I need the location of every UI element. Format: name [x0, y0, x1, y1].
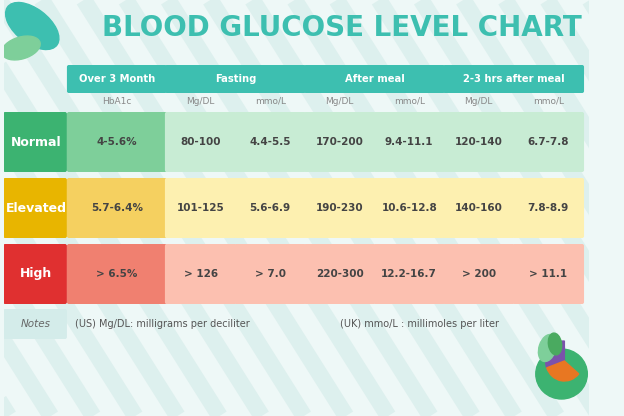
- Wedge shape: [547, 361, 578, 381]
- FancyBboxPatch shape: [235, 244, 306, 304]
- FancyBboxPatch shape: [443, 65, 584, 93]
- FancyBboxPatch shape: [165, 178, 236, 238]
- FancyBboxPatch shape: [513, 244, 584, 304]
- FancyBboxPatch shape: [67, 178, 167, 238]
- Text: Fasting: Fasting: [215, 74, 256, 84]
- Text: 10.6-12.8: 10.6-12.8: [381, 203, 437, 213]
- Text: Normal: Normal: [11, 136, 61, 149]
- Text: > 11.1: > 11.1: [529, 269, 567, 279]
- Text: BLOOD GLUCOSE LEVEL CHART: BLOOD GLUCOSE LEVEL CHART: [102, 14, 582, 42]
- FancyBboxPatch shape: [165, 65, 306, 93]
- FancyBboxPatch shape: [443, 112, 515, 172]
- Ellipse shape: [6, 2, 59, 50]
- FancyBboxPatch shape: [304, 112, 376, 172]
- Ellipse shape: [2, 36, 40, 60]
- FancyBboxPatch shape: [304, 65, 445, 93]
- FancyBboxPatch shape: [67, 112, 167, 172]
- Text: 6.7-7.8: 6.7-7.8: [527, 137, 569, 147]
- FancyBboxPatch shape: [513, 178, 584, 238]
- Text: HbA1c: HbA1c: [102, 97, 132, 106]
- FancyBboxPatch shape: [3, 112, 67, 172]
- Text: Mg/DL: Mg/DL: [326, 97, 354, 106]
- Text: (US) Mg/DL: milligrams per deciliter: (US) Mg/DL: milligrams per deciliter: [76, 319, 250, 329]
- FancyBboxPatch shape: [443, 244, 515, 304]
- Text: 170-200: 170-200: [316, 137, 364, 147]
- Text: Elevated: Elevated: [6, 201, 67, 215]
- Text: 80-100: 80-100: [180, 137, 221, 147]
- FancyBboxPatch shape: [235, 178, 306, 238]
- FancyBboxPatch shape: [165, 112, 236, 172]
- FancyBboxPatch shape: [374, 244, 445, 304]
- Text: High: High: [20, 267, 52, 280]
- FancyBboxPatch shape: [513, 112, 584, 172]
- Text: 7.8-8.9: 7.8-8.9: [528, 203, 569, 213]
- Text: mmo/L: mmo/L: [394, 97, 425, 106]
- Text: > 7.0: > 7.0: [255, 269, 286, 279]
- Text: 101-125: 101-125: [177, 203, 225, 213]
- Text: 12.2-16.7: 12.2-16.7: [381, 269, 437, 279]
- FancyBboxPatch shape: [443, 178, 515, 238]
- Wedge shape: [545, 341, 564, 368]
- Text: Over 3 Month: Over 3 Month: [79, 74, 155, 84]
- Text: mmo/L: mmo/L: [533, 97, 564, 106]
- FancyBboxPatch shape: [3, 178, 67, 238]
- Text: 5.7-6.4%: 5.7-6.4%: [91, 203, 143, 213]
- FancyBboxPatch shape: [374, 112, 445, 172]
- Text: 2-3 hrs after meal: 2-3 hrs after meal: [463, 74, 564, 84]
- FancyBboxPatch shape: [3, 309, 67, 339]
- Text: mmo/L: mmo/L: [255, 97, 286, 106]
- FancyBboxPatch shape: [67, 65, 167, 93]
- Text: 9.4-11.1: 9.4-11.1: [385, 137, 434, 147]
- Text: Mg/DL: Mg/DL: [465, 97, 493, 106]
- Text: Notes: Notes: [21, 319, 51, 329]
- Text: Mg/DL: Mg/DL: [187, 97, 215, 106]
- Text: 4.4-5.5: 4.4-5.5: [250, 137, 291, 147]
- Text: (UK) mmo/L : millimoles per liter: (UK) mmo/L : millimoles per liter: [339, 319, 499, 329]
- Text: > 200: > 200: [462, 269, 496, 279]
- Text: 120-140: 120-140: [455, 137, 503, 147]
- Text: 140-160: 140-160: [455, 203, 503, 213]
- FancyBboxPatch shape: [304, 244, 376, 304]
- Text: 220-300: 220-300: [316, 269, 364, 279]
- FancyBboxPatch shape: [304, 178, 376, 238]
- Text: 190-230: 190-230: [316, 203, 364, 213]
- Text: After meal: After meal: [344, 74, 404, 84]
- Text: > 126: > 126: [183, 269, 218, 279]
- FancyBboxPatch shape: [165, 244, 236, 304]
- FancyBboxPatch shape: [374, 178, 445, 238]
- Text: 4-5.6%: 4-5.6%: [97, 137, 137, 147]
- FancyBboxPatch shape: [3, 244, 67, 304]
- Text: 5.6-6.9: 5.6-6.9: [250, 203, 291, 213]
- FancyBboxPatch shape: [67, 244, 167, 304]
- Ellipse shape: [548, 333, 562, 355]
- Ellipse shape: [539, 334, 557, 362]
- Text: > 6.5%: > 6.5%: [96, 269, 137, 279]
- Ellipse shape: [536, 349, 587, 399]
- FancyBboxPatch shape: [235, 112, 306, 172]
